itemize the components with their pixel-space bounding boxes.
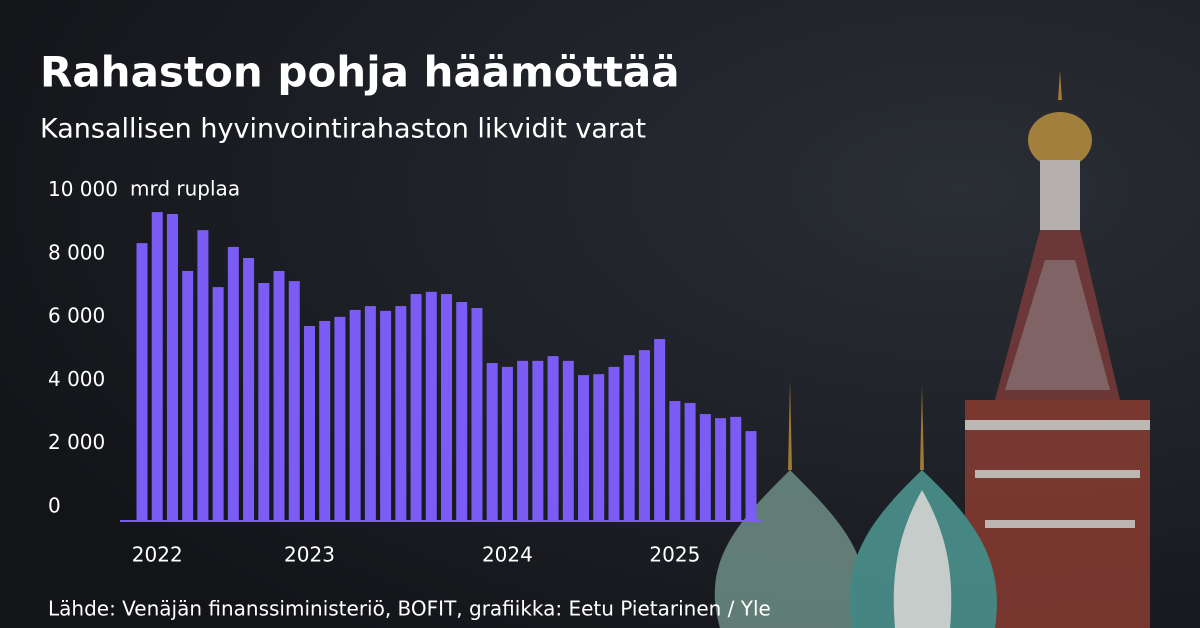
- bar: [456, 301, 468, 521]
- bar: [684, 402, 696, 521]
- bar: [654, 339, 666, 521]
- bar: [243, 257, 255, 521]
- bar: [608, 366, 620, 521]
- bar: [410, 294, 422, 521]
- bar: [730, 416, 742, 521]
- bar: [258, 282, 270, 521]
- bar: [364, 306, 376, 521]
- bar: [532, 360, 544, 521]
- bar: [547, 356, 559, 521]
- bar: [136, 243, 148, 521]
- bar: [501, 366, 513, 521]
- bar: [166, 213, 178, 521]
- bar: [380, 310, 392, 521]
- bar: [303, 326, 315, 521]
- bar: [623, 355, 635, 521]
- bar: [638, 350, 650, 521]
- y-tick-label: 6 000: [48, 304, 105, 328]
- y-tick-label: 2 000: [48, 430, 105, 454]
- y-tick-label: 10 000: [48, 177, 118, 201]
- y-axis-unit: mrd ruplaa: [130, 177, 240, 201]
- y-tick-label: 4 000: [48, 367, 105, 391]
- bar: [699, 414, 711, 521]
- bar: [517, 360, 529, 521]
- bar: [273, 270, 285, 521]
- bar: [197, 230, 209, 521]
- y-tick-label: 8 000: [48, 240, 105, 264]
- bar: [441, 294, 452, 521]
- bar: [486, 363, 498, 521]
- bar: [425, 291, 437, 521]
- bar: [669, 401, 681, 521]
- x-tick-label: 2024: [482, 543, 533, 567]
- bar: [578, 375, 590, 521]
- bar: [334, 316, 346, 521]
- x-tick-label: 2022: [132, 543, 183, 567]
- bar: [227, 246, 239, 521]
- x-tick-label: 2023: [284, 543, 335, 567]
- cathedral-illustration: [714, 70, 1150, 628]
- bar: [319, 320, 331, 521]
- bar: [212, 287, 224, 521]
- bar: [715, 418, 727, 521]
- bar: [745, 431, 757, 521]
- bar: [562, 360, 574, 521]
- bar: [349, 309, 361, 521]
- bar: [151, 212, 163, 521]
- y-tick-label: 0: [48, 494, 61, 518]
- bar: [471, 307, 483, 521]
- bar: [288, 281, 300, 521]
- bar: [395, 306, 407, 521]
- chart-subtitle: Kansallisen hyvinvointirahaston likvidit…: [40, 114, 646, 145]
- bar: [593, 374, 605, 521]
- source-note: Lähde: Venäjän finanssiministeriö, BOFIT…: [48, 597, 771, 621]
- chart-title: Rahaston pohja häämöttää: [40, 48, 680, 97]
- x-tick-label: 2025: [649, 543, 700, 567]
- bar: [182, 270, 194, 521]
